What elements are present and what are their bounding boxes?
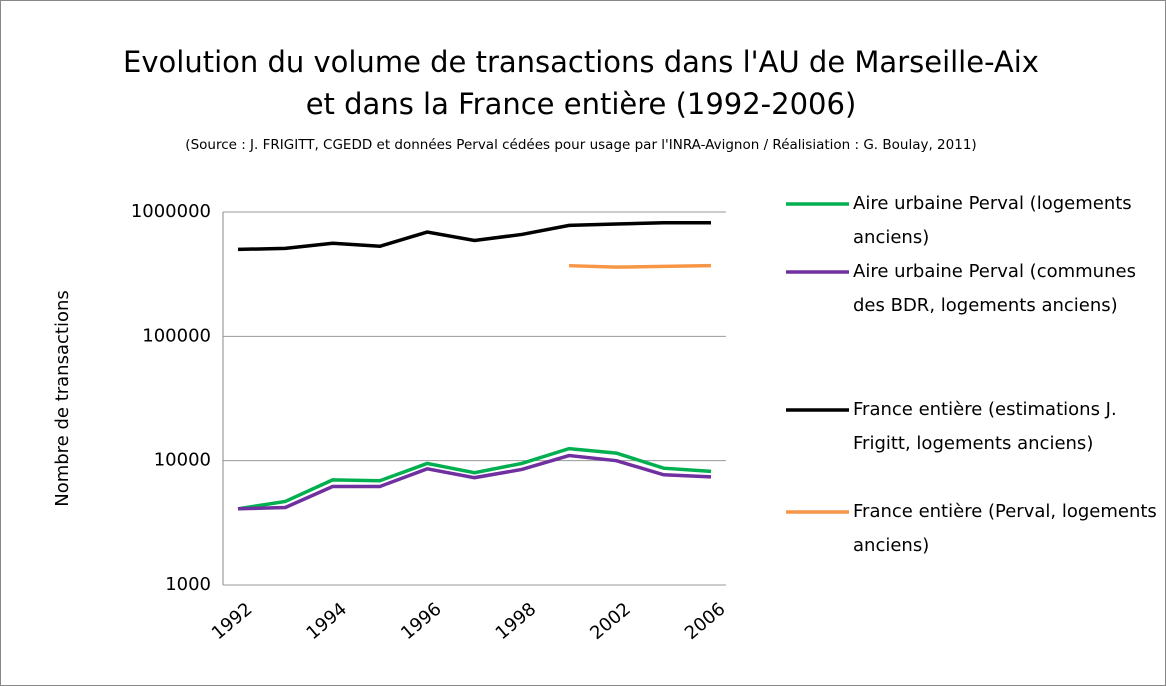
y-tick-label: 1000000: [131, 201, 211, 222]
chart-subtitle: (Source : J. FRIGITT, CGEDD et données P…: [185, 137, 977, 153]
line: [237, 446, 712, 511]
chart-title: Evolution du volume de transactions dans…: [123, 45, 1039, 121]
x-tick-label: 2002: [586, 599, 635, 645]
x-tick-label: 1996: [397, 599, 446, 645]
legend-entry: France entière (Perval, logements ancien…: [853, 501, 1157, 556]
line: [569, 263, 712, 269]
y-tick-label: 1000: [165, 574, 211, 595]
x-tick-label: 1992: [208, 599, 257, 645]
legend-entry: Aire urbaine Perval (communes des BDR, l…: [853, 261, 1136, 316]
legend-entry: France entière (estimations J. Frigitt, …: [853, 399, 1117, 454]
y-tick-label: 10000: [154, 450, 211, 471]
legend-entry: Aire urbaine Perval (logements anciens): [853, 193, 1132, 248]
line: [237, 220, 711, 252]
x-tick-label: 1998: [492, 599, 541, 645]
line: [237, 453, 712, 511]
y-tick-label: 100000: [142, 325, 211, 346]
x-tick-label: 2006: [681, 599, 730, 645]
x-tick-label: 1994: [302, 599, 351, 645]
y-axis-label: Nombre de transactions: [52, 290, 73, 507]
